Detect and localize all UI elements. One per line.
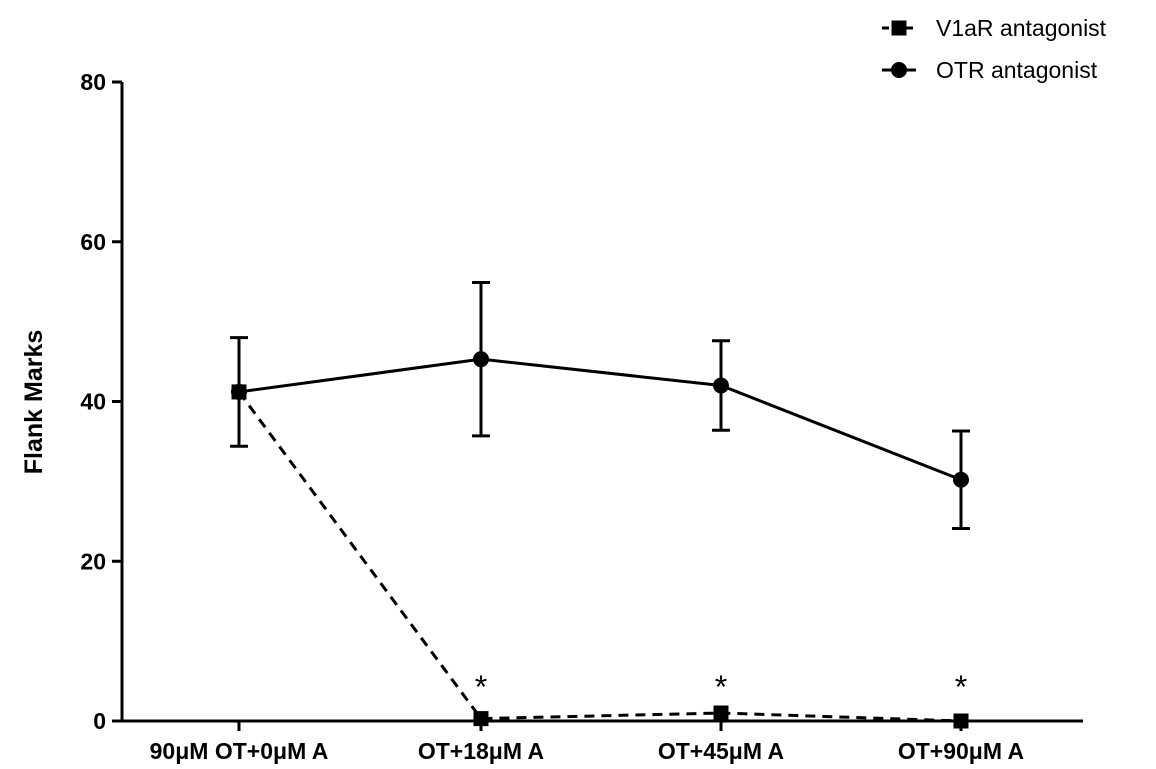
legend-marker-circle [891, 62, 907, 78]
legend-marker-square [891, 20, 907, 36]
legend: V1aR antagonist OTR antagonist [882, 15, 1107, 83]
series-line [237, 391, 962, 723]
data-point-square [953, 713, 969, 729]
y-axis-title: Flank Marks [20, 330, 48, 475]
data-point-circle [473, 351, 489, 368]
y-tick-label: 40 [80, 389, 106, 415]
legend-label: V1aR antagonist [936, 15, 1107, 41]
axes: 0 20 40 60 80 90μM OT+0μM A OT+18μM A OT+45μM A… [80, 69, 1083, 764]
significance-mark: * [475, 669, 487, 705]
legend-label: OTR antagonist [936, 57, 1098, 83]
annotations: * * * [475, 669, 967, 705]
data-point-circle [953, 471, 969, 488]
x-tick-label: OT+45μM A [658, 738, 784, 764]
x-tick-label: 90μM OT+0μM A [150, 738, 329, 764]
y-tick-label: 20 [80, 548, 106, 574]
series-line [238, 357, 962, 482]
data-point-circle [713, 377, 729, 394]
x-tick-label: OT+18μM A [418, 738, 544, 764]
significance-mark: * [955, 669, 967, 705]
x-tick-label: OT+90μM A [898, 738, 1024, 764]
data-point-square [713, 705, 729, 721]
y-tick-label: 60 [80, 229, 106, 255]
y-tick-label: 80 [80, 69, 106, 95]
series-layer [230, 280, 970, 729]
data-point-square [231, 384, 247, 400]
y-tick-label: 0 [93, 708, 106, 734]
significance-mark: * [715, 669, 727, 705]
data-point-square [473, 711, 489, 727]
